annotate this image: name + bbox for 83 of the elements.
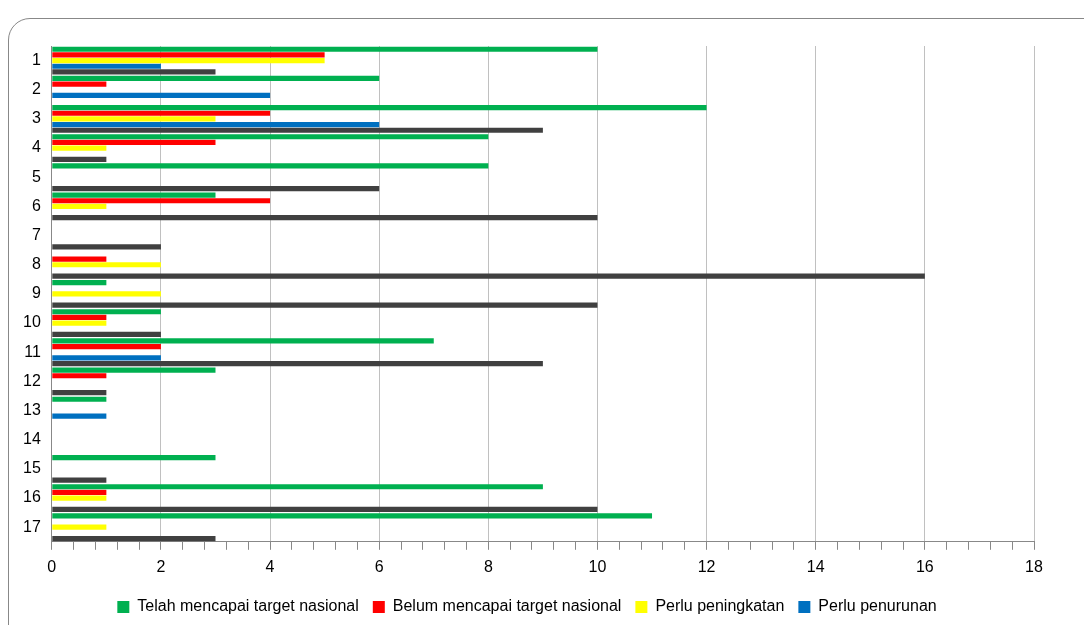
bar: [52, 104, 707, 111]
bar: [52, 413, 107, 419]
bar: [52, 309, 161, 315]
bar: [52, 192, 216, 198]
bar: [52, 198, 271, 204]
bar: [52, 244, 161, 250]
x-tick-label: 12: [697, 557, 716, 575]
bar: [52, 121, 380, 128]
bar: [52, 279, 107, 286]
y-tick-label: 13: [23, 400, 41, 418]
legend-label: Perlu peningkatan: [655, 597, 785, 615]
bar: [52, 355, 161, 361]
y-tick-label: 1: [31, 50, 41, 68]
y-tick-label: 10: [23, 313, 41, 331]
bar: [52, 273, 925, 279]
bar: [52, 81, 107, 87]
bar: [52, 495, 107, 501]
bar: [52, 314, 107, 321]
bar: [52, 262, 161, 268]
bar: [52, 116, 216, 122]
x-tick-label: 2: [156, 557, 166, 575]
x-tick-label: 0: [47, 557, 57, 575]
y-tick-label: 6: [31, 196, 41, 214]
bar: [52, 373, 107, 379]
bar: [52, 338, 434, 344]
y-tick-label: 2: [31, 80, 41, 98]
y-tick-label: 14: [23, 430, 41, 448]
y-tick-label: 5: [31, 167, 41, 185]
bar: [52, 185, 380, 192]
legend-label: Telah mencapai target nasional: [137, 597, 359, 615]
bar: [52, 256, 107, 262]
bar: [52, 489, 107, 495]
x-tick-label: 10: [588, 557, 607, 575]
x-tick-label: 16: [915, 557, 934, 575]
bar: [52, 291, 161, 297]
bar: [52, 535, 216, 542]
y-tick-label: 3: [31, 109, 41, 127]
bar: [52, 52, 325, 58]
legend-label: Belum mencapai target nasional: [392, 597, 622, 615]
bar: [52, 524, 107, 530]
bar: [52, 506, 598, 512]
y-tick-label: 17: [23, 517, 41, 535]
bar: [52, 134, 489, 140]
bar: [52, 396, 107, 402]
bar: [52, 75, 380, 82]
bar: [52, 57, 325, 64]
bar: [52, 390, 107, 396]
x-tick-label: 14: [806, 557, 825, 575]
bar: [52, 127, 543, 133]
y-tick-label: 16: [23, 488, 41, 506]
x-tick-label: 18: [1025, 557, 1043, 575]
y-tick-label: 4: [31, 138, 41, 156]
bar: [52, 139, 216, 146]
bar: [52, 343, 161, 350]
y-tick-label: 12: [23, 371, 41, 389]
bar: [52, 477, 107, 483]
bar: [52, 215, 598, 221]
y-tick-label: 9: [31, 284, 41, 302]
legend-label: Perlu penurunan: [818, 597, 937, 615]
x-tick-label: 4: [265, 557, 275, 575]
bar: [52, 63, 161, 69]
y-tick-label: 11: [24, 342, 41, 360]
bar: [52, 46, 598, 52]
bar: [52, 360, 543, 367]
x-tick-label: 8: [483, 557, 493, 575]
bar: [52, 69, 216, 75]
bar: [52, 513, 653, 519]
bar: [52, 110, 271, 116]
bar: [52, 331, 161, 337]
y-tick-label: 8: [31, 255, 41, 273]
bar: [52, 145, 107, 151]
bar: [52, 367, 216, 373]
bar: [52, 320, 107, 326]
y-tick-label: 7: [31, 225, 41, 243]
bar: [52, 454, 216, 461]
y-tick-label: 15: [23, 459, 41, 477]
x-tick-label: 6: [374, 557, 384, 575]
bar: [52, 92, 271, 99]
bar: [52, 156, 107, 162]
bar: [52, 484, 543, 490]
bar: [52, 203, 107, 210]
bar: [52, 163, 489, 169]
bar: [52, 302, 598, 308]
